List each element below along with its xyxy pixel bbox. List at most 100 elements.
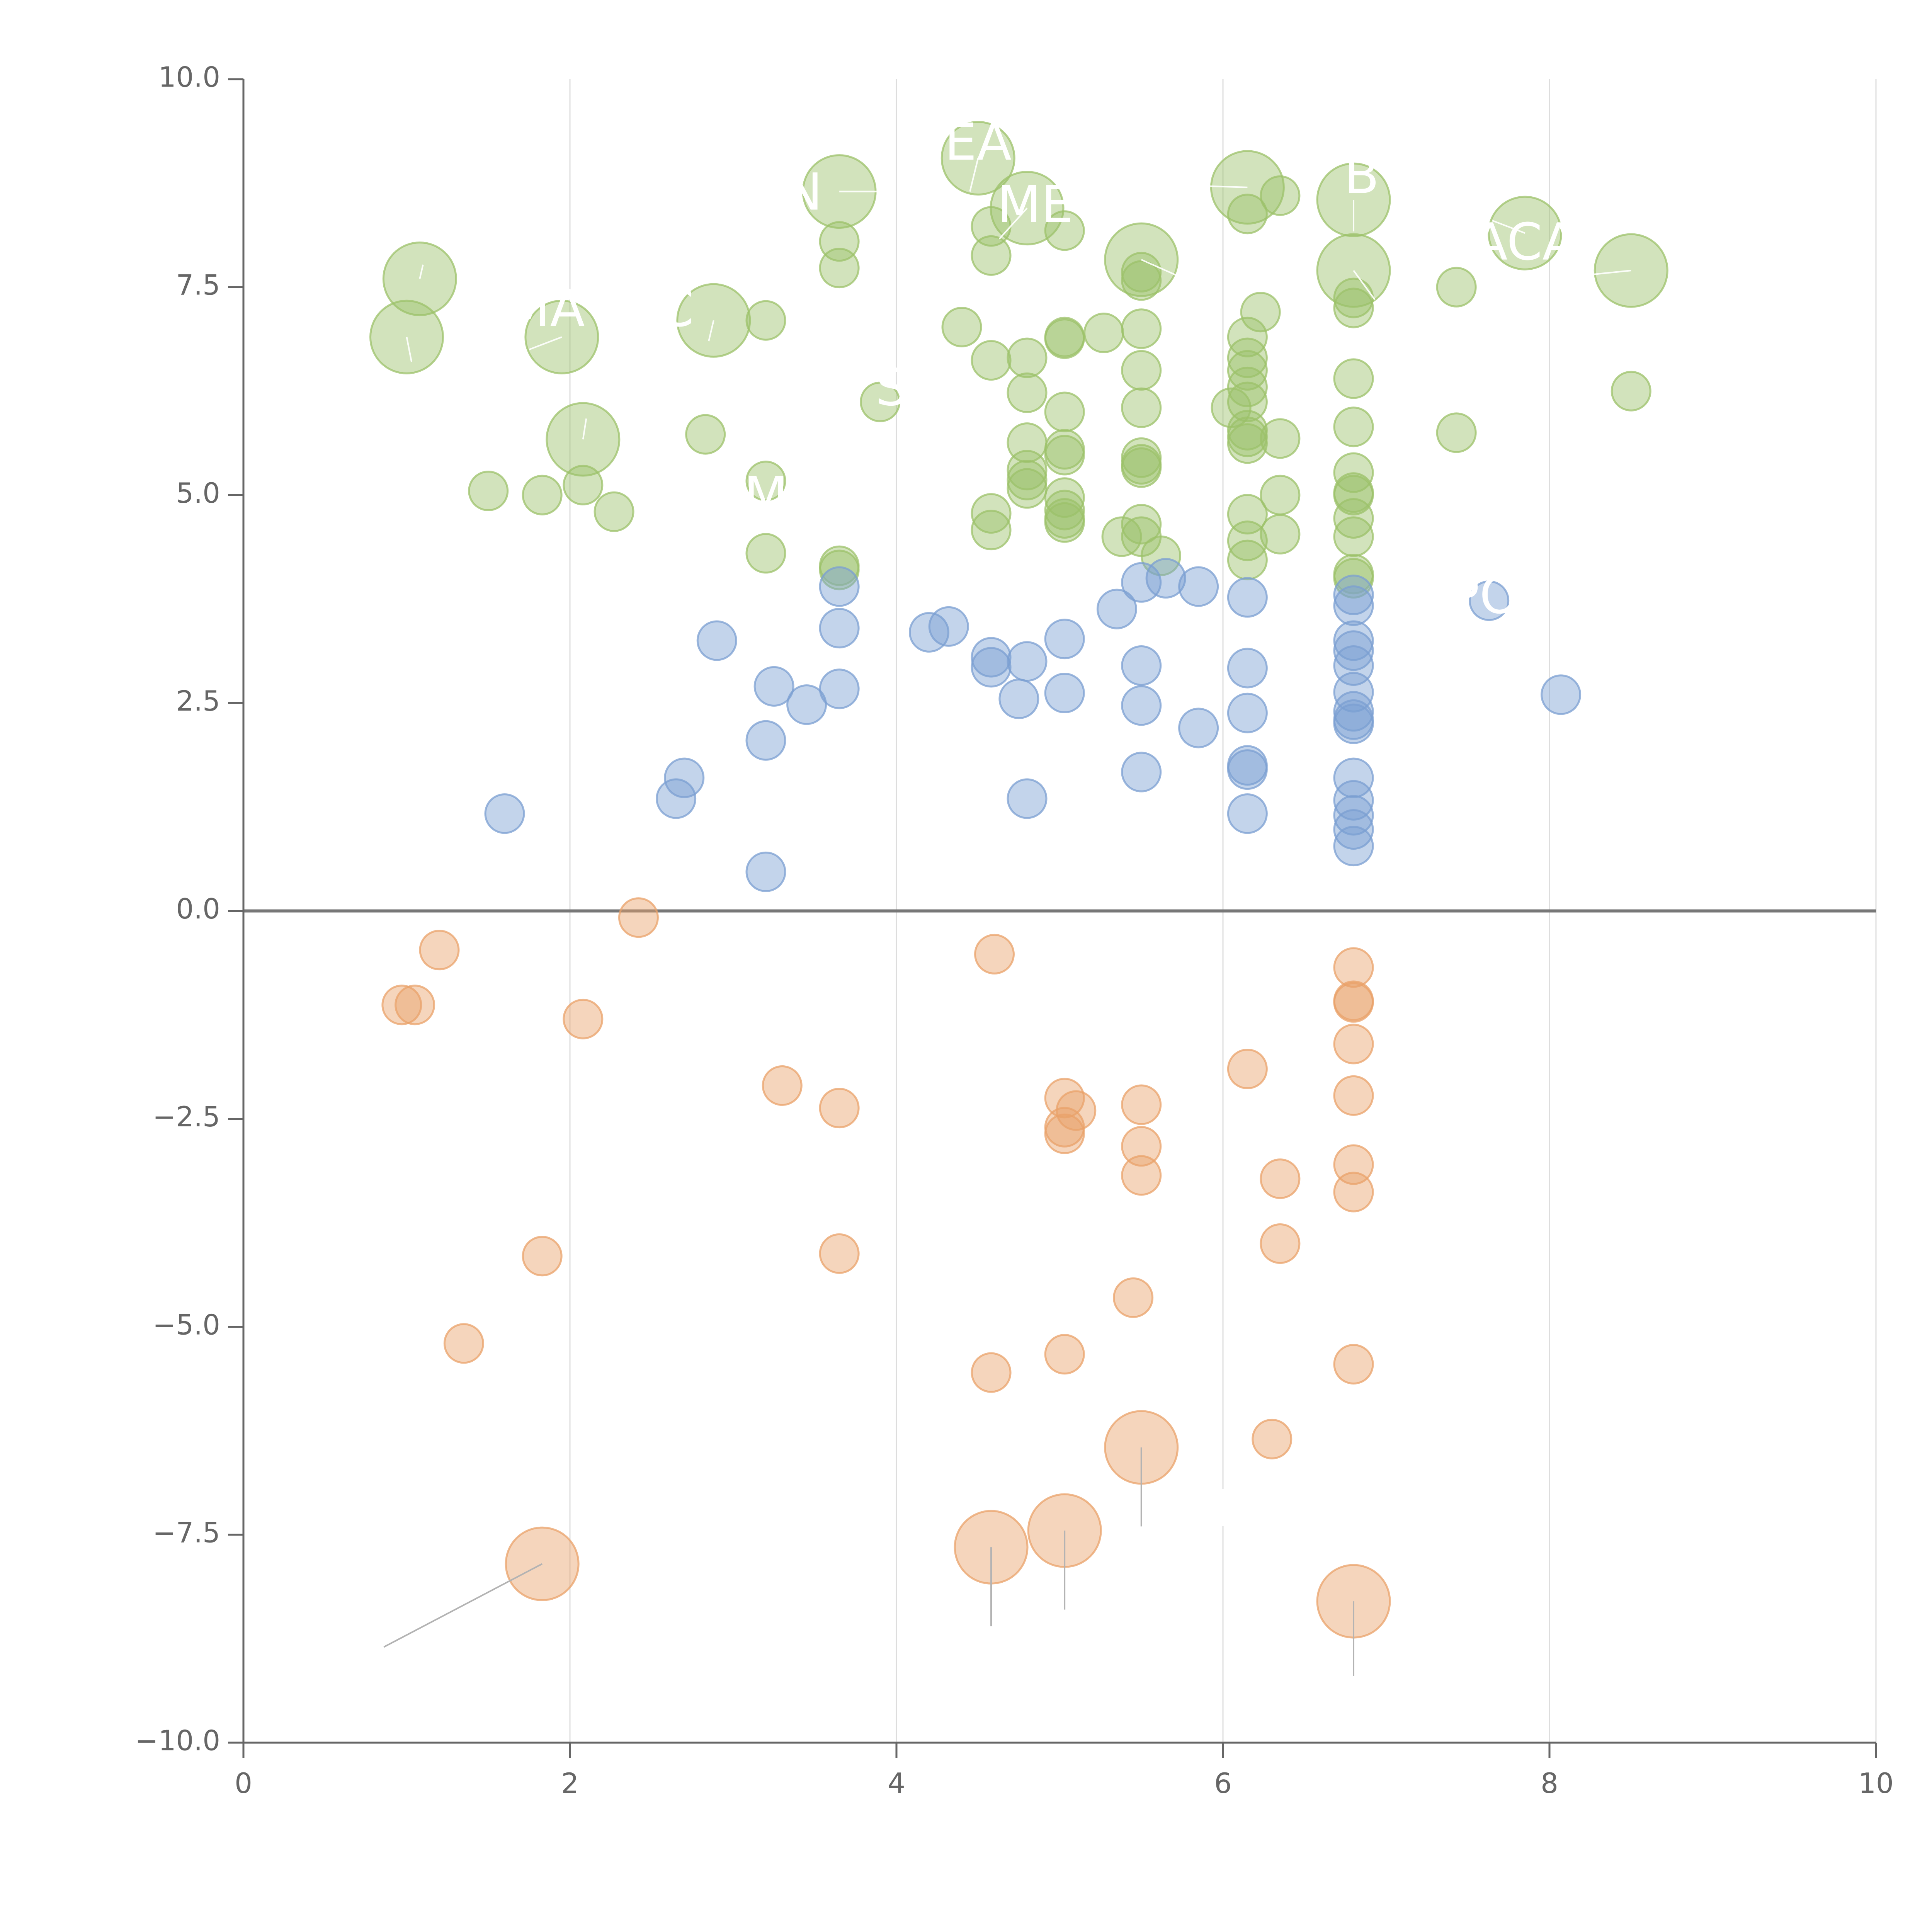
- orange-bubble: [971, 1352, 1012, 1393]
- leader-line: [708, 320, 714, 342]
- green-bubble: [1044, 490, 1085, 531]
- green-bubble: [1436, 412, 1477, 453]
- y-tick-label: −10.0: [135, 1725, 220, 1757]
- blue-bubble: [1333, 585, 1374, 626]
- y-tick-label: 0.0: [176, 893, 220, 925]
- y-tick-label: 2.5: [176, 685, 220, 717]
- green-bubble: [1044, 435, 1085, 476]
- y-tick-label: 7.5: [176, 269, 220, 301]
- blue-bubble: [971, 637, 1012, 678]
- green-bubble: [1333, 498, 1374, 539]
- orange-bubble: [1260, 1158, 1301, 1199]
- leader-line: [1190, 185, 1248, 188]
- y-tick-label: −5.0: [153, 1308, 220, 1341]
- blue-bubble: [971, 647, 1012, 688]
- blue-bubble: [819, 668, 860, 709]
- blue-bubble: [745, 851, 786, 892]
- orange-bubble: [1333, 982, 1374, 1023]
- point-label: M: [744, 466, 788, 526]
- green-bubble: [522, 474, 563, 515]
- blue-bubble: [753, 666, 794, 707]
- blue-bubble: [1145, 558, 1186, 599]
- orange-bubble: [395, 985, 435, 1026]
- orange-bubble: [1333, 947, 1374, 988]
- label-leader-lines: [383, 158, 1631, 1676]
- green-bubble: [1044, 502, 1085, 543]
- blue-bubble: [1044, 673, 1085, 714]
- green-bubble: [971, 235, 1012, 276]
- blue-bubble: [696, 620, 737, 661]
- blue-bubble: [1044, 619, 1085, 660]
- green-bubble: [563, 464, 604, 505]
- green-bubble: [1044, 391, 1085, 432]
- green-bubble: [1227, 423, 1268, 464]
- green-bubble: [1260, 474, 1301, 515]
- blue-bubble: [1541, 674, 1582, 715]
- orange-bubble: [1333, 1075, 1374, 1116]
- axes: −10.0 −7.5 −5.0 −2.5 0.0 2.5 5.0 7.5 10.0 0 2 4 6 8 10: [135, 61, 1893, 1799]
- orange-bubble: [1113, 1277, 1154, 1318]
- blue-bubble: [1333, 809, 1374, 850]
- leader-line: [1141, 259, 1179, 277]
- point-labels: EA N ME B ACA MA C S M PO I: [506, 112, 1577, 1539]
- green-bubble: [745, 300, 786, 341]
- point-label: S: [875, 358, 908, 417]
- green-bubble: [1227, 381, 1268, 422]
- green-bubble: [1240, 292, 1281, 333]
- blue-bubble: [1227, 749, 1268, 790]
- orange-bubble: [1044, 1078, 1085, 1119]
- blue-bubble: [998, 679, 1039, 719]
- orange-bubble: [1121, 1084, 1162, 1125]
- bubble-layer: [369, 121, 1668, 1639]
- green-bubble: [1260, 175, 1301, 216]
- leader-line: [383, 1563, 543, 1648]
- leader-line: [1566, 270, 1631, 278]
- green-bubble: [1333, 358, 1374, 399]
- green-bubble: [971, 510, 1012, 551]
- green-bubble: [1436, 267, 1477, 308]
- x-tick-label: 8: [1541, 1767, 1558, 1799]
- orange-bubble: [522, 1236, 563, 1277]
- orange-bubble: [1252, 1418, 1293, 1459]
- orange-bubble: [762, 1065, 803, 1106]
- orange-bubble: [1333, 1024, 1374, 1065]
- point-label: ME: [997, 175, 1073, 235]
- orange-bubble: [1333, 1344, 1374, 1385]
- green-bubble: [1121, 350, 1162, 391]
- blue-bubble: [1333, 575, 1374, 616]
- green-bubble: [819, 549, 860, 590]
- y-tick-label: 5.0: [176, 477, 220, 509]
- green-bubble: [941, 306, 982, 347]
- orange-bubble: [443, 1323, 484, 1364]
- green-bubble: [1121, 308, 1162, 349]
- x-tick-label: 0: [235, 1767, 252, 1799]
- green-bubble: [1227, 350, 1268, 391]
- green-bubble: [1260, 418, 1301, 459]
- blue-bubble: [1227, 577, 1268, 618]
- blue-bubble: [1121, 752, 1162, 793]
- green-bubble: [1333, 287, 1374, 328]
- x-tick-label: 4: [888, 1767, 905, 1799]
- green-bubble: [594, 491, 634, 532]
- point-label: PO: [1449, 566, 1520, 625]
- x-tick-label: 2: [561, 1767, 579, 1799]
- orange-bubble: [563, 998, 604, 1039]
- green-bubble: [1227, 194, 1268, 235]
- x-tick-label: 6: [1214, 1767, 1232, 1799]
- blue-bubble: [1333, 630, 1374, 671]
- green-bubble: [1227, 539, 1268, 580]
- leader-line: [969, 158, 979, 192]
- green-bubble: [1044, 477, 1085, 518]
- orange-bubble: [1121, 1155, 1162, 1196]
- green-bubble: [971, 493, 1012, 534]
- blue-bubble: [819, 566, 860, 607]
- green-bubble: [1121, 387, 1162, 428]
- green-bubble: [1333, 516, 1374, 557]
- green-bubble: [1333, 474, 1374, 515]
- blue-bubble: [1333, 691, 1374, 732]
- green-bubble: [1121, 252, 1162, 293]
- green-bubble: [1333, 406, 1374, 447]
- point-label: B: [1344, 146, 1379, 205]
